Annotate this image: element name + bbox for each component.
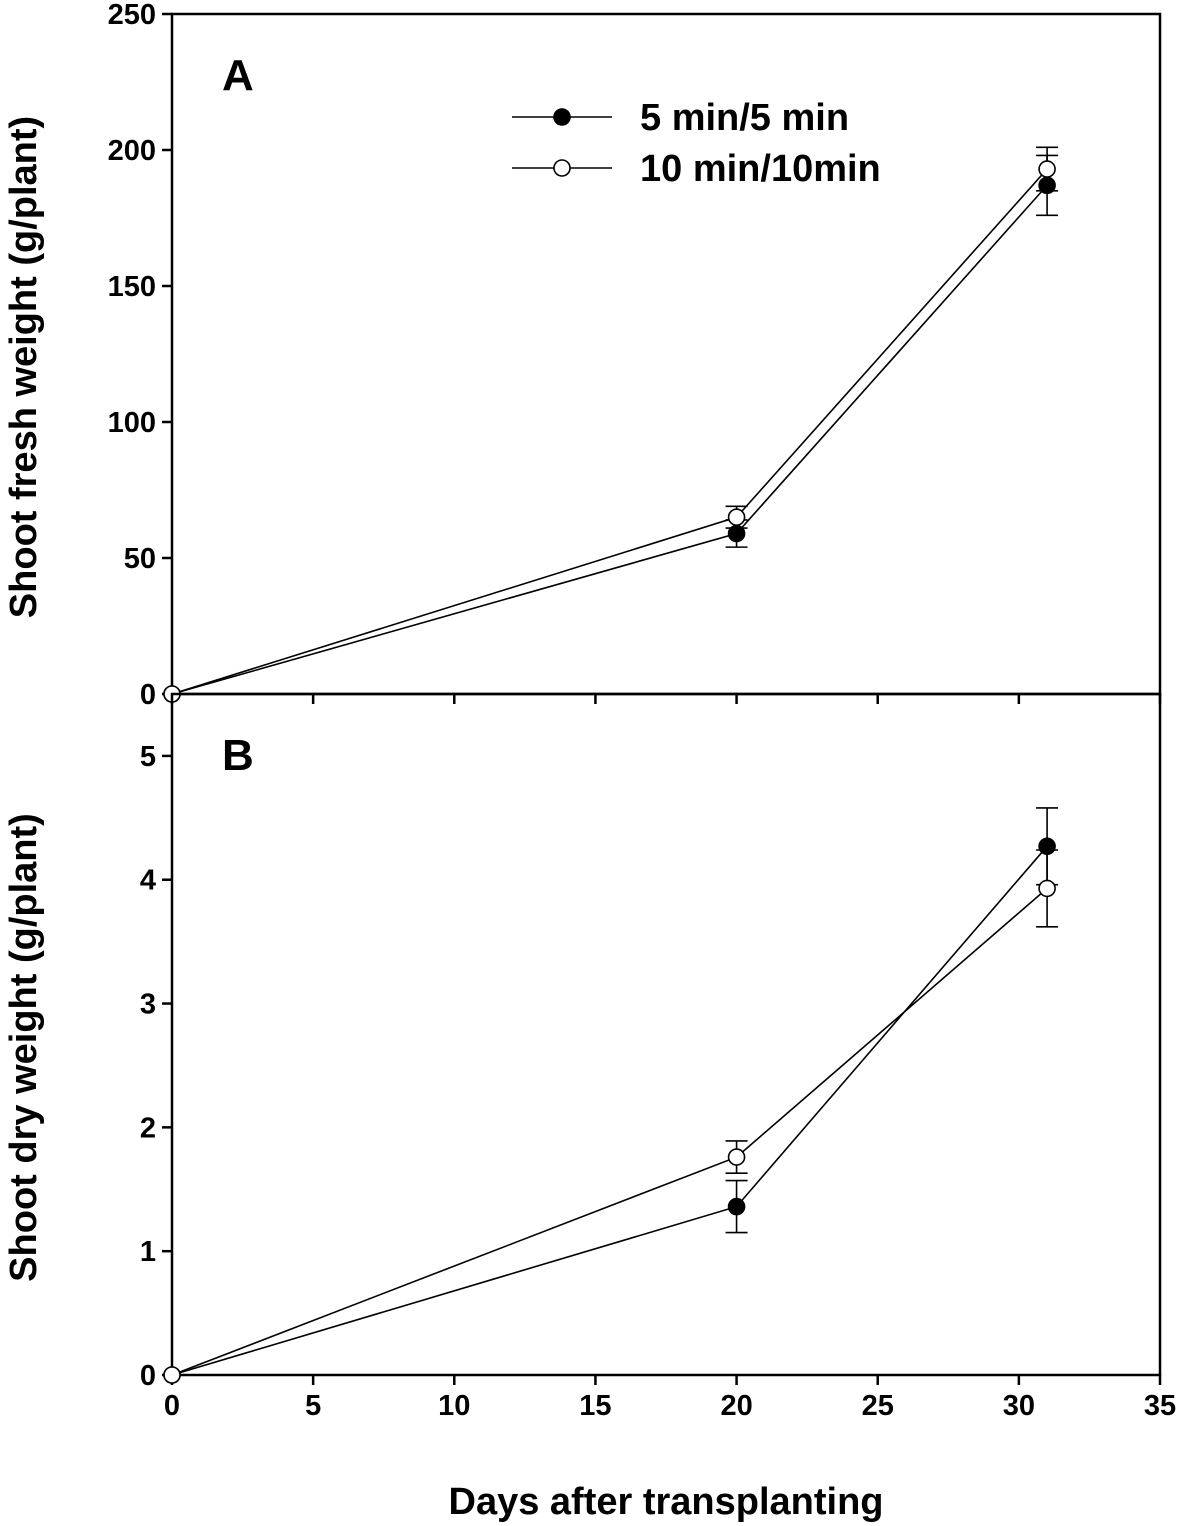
x-tick-label: 20	[720, 1390, 752, 1422]
panel-a-series	[163, 146, 1059, 703]
y-tick-label: 150	[108, 271, 156, 303]
data-point-10min	[727, 1148, 746, 1166]
y-tick-label: 50	[124, 543, 156, 575]
y-tick-label: 100	[108, 407, 156, 439]
legend: 5 min/5 min 10 min/10min	[512, 97, 881, 190]
series-line-10min	[171, 887, 1048, 1376]
x-tick-label: 25	[862, 1390, 894, 1422]
x-tick-label: 0	[164, 1390, 180, 1422]
y-tick-label: 0	[140, 679, 156, 711]
x-tick-label: 15	[579, 1390, 611, 1422]
panel-a-y-axis-title: Shoot fresh weight (g/plant)	[3, 116, 45, 618]
data-point-10min	[1038, 160, 1056, 178]
data-point-10min	[1038, 879, 1056, 898]
x-tick-label: 10	[438, 1390, 470, 1422]
y-tick-label: 4	[140, 865, 156, 897]
data-point-10min	[163, 1366, 181, 1384]
series-line-5min	[171, 184, 1048, 695]
panel-a-letter: A	[222, 51, 254, 100]
series-line-10min	[171, 168, 1048, 695]
legend-marker-5min	[553, 108, 571, 126]
panel-b-ticks: 0 1 2 3 4 5 0 5 10 15 20 25 30 35	[140, 741, 1176, 1422]
legend-label-5min: 5 min/5 min	[640, 97, 849, 139]
panel-b-frame	[170, 692, 1162, 1377]
series-line-5min	[171, 845, 1048, 1376]
x-tick-label: 35	[1144, 1390, 1176, 1422]
x-tick-label: 30	[1003, 1390, 1035, 1422]
y-tick-label: 0	[140, 1360, 156, 1392]
panel-a-chart: 0 50 100 150 200 250 Shoot fresh weight (g/pl…	[3, 0, 1162, 711]
x-axis-title: Days after transplanting	[449, 1481, 884, 1523]
y-tick-label: 1	[140, 1236, 156, 1268]
panel-b-series	[163, 807, 1059, 1384]
y-tick-label: 5	[140, 741, 156, 773]
legend-marker-10min	[553, 159, 571, 177]
panel-a-ticks: 0 50 100 150 200 250	[108, 0, 1162, 711]
y-tick-label: 2	[140, 1112, 156, 1144]
panel-b-letter: B	[222, 731, 254, 780]
panel-b-chart: 0 1 2 3 4 5 0 5 10 15 20 25 30 35 Shoot dry weight (g…	[3, 692, 1176, 1523]
data-point-10min	[727, 508, 746, 527]
y-tick-label: 3	[140, 989, 156, 1021]
x-tick-label: 5	[305, 1390, 321, 1422]
data-point-5min	[727, 1197, 746, 1216]
y-tick-label: 250	[108, 0, 156, 31]
y-tick-label: 200	[108, 135, 156, 167]
panel-b-y-axis-title: Shoot dry weight (g/plant)	[3, 813, 45, 1282]
legend-label-10min: 10 min/10min	[640, 148, 881, 190]
